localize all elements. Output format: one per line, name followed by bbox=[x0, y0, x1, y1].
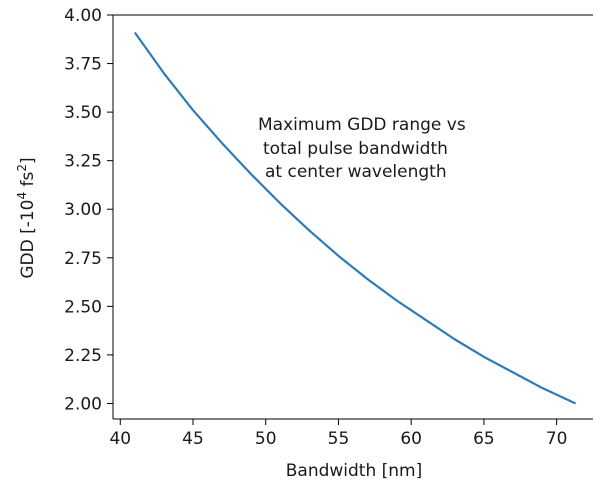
annotation: Maximum GDD range vs total pulse bandwid… bbox=[258, 115, 466, 182]
x-axis-ticks: 40 45 50 55 60 65 70 bbox=[109, 419, 567, 449]
x-tick-label: 60 bbox=[400, 429, 422, 449]
series-line bbox=[133, 31, 577, 405]
plot-area: 40 45 50 55 60 65 70 2.00 2.25 2.50 2.75 3.00 3.25 3… bbox=[64, 6, 593, 449]
x-tick-label: 45 bbox=[182, 429, 204, 449]
annotation-line-3: at center wavelength bbox=[265, 162, 447, 182]
x-tick-label: 55 bbox=[328, 429, 350, 449]
annotation-line-1: Maximum GDD range vs bbox=[258, 115, 466, 135]
y-axis-label-suffix: ] bbox=[18, 157, 38, 164]
y-tick-label: 3.50 bbox=[64, 103, 102, 123]
y-axis-label-unit: fs bbox=[18, 171, 38, 191]
y-tick-label: 2.25 bbox=[64, 346, 102, 366]
y-axis-label-prefix: GDD [-10 bbox=[18, 200, 38, 279]
y-axis-label-exponent: 4 bbox=[15, 192, 29, 200]
y-axis-label: GDD [-104 fs2] bbox=[15, 157, 38, 278]
y-tick-label: 2.00 bbox=[64, 394, 102, 414]
y-tick-label: 3.75 bbox=[64, 55, 102, 75]
y-tick-label: 2.50 bbox=[64, 297, 102, 317]
y-tick-label: 4.00 bbox=[64, 6, 102, 26]
annotation-line-2: total pulse bandwidth bbox=[263, 139, 448, 159]
y-tick-label: 3.00 bbox=[64, 200, 102, 220]
series-group bbox=[133, 31, 577, 405]
y-tick-label: 3.25 bbox=[64, 152, 102, 172]
y-tick-label: 2.75 bbox=[64, 249, 102, 269]
x-tick-label: 70 bbox=[546, 429, 568, 449]
x-tick-label: 40 bbox=[109, 429, 131, 449]
y-axis-label-unit-exponent: 2 bbox=[15, 164, 29, 172]
y-axis-ticks: 2.00 2.25 2.50 2.75 3.00 3.25 3.50 3.75 4.00 bbox=[64, 6, 113, 414]
x-axis-label: Bandwidth [nm] bbox=[286, 461, 423, 481]
x-tick-label: 65 bbox=[473, 429, 495, 449]
x-tick-label: 50 bbox=[255, 429, 277, 449]
